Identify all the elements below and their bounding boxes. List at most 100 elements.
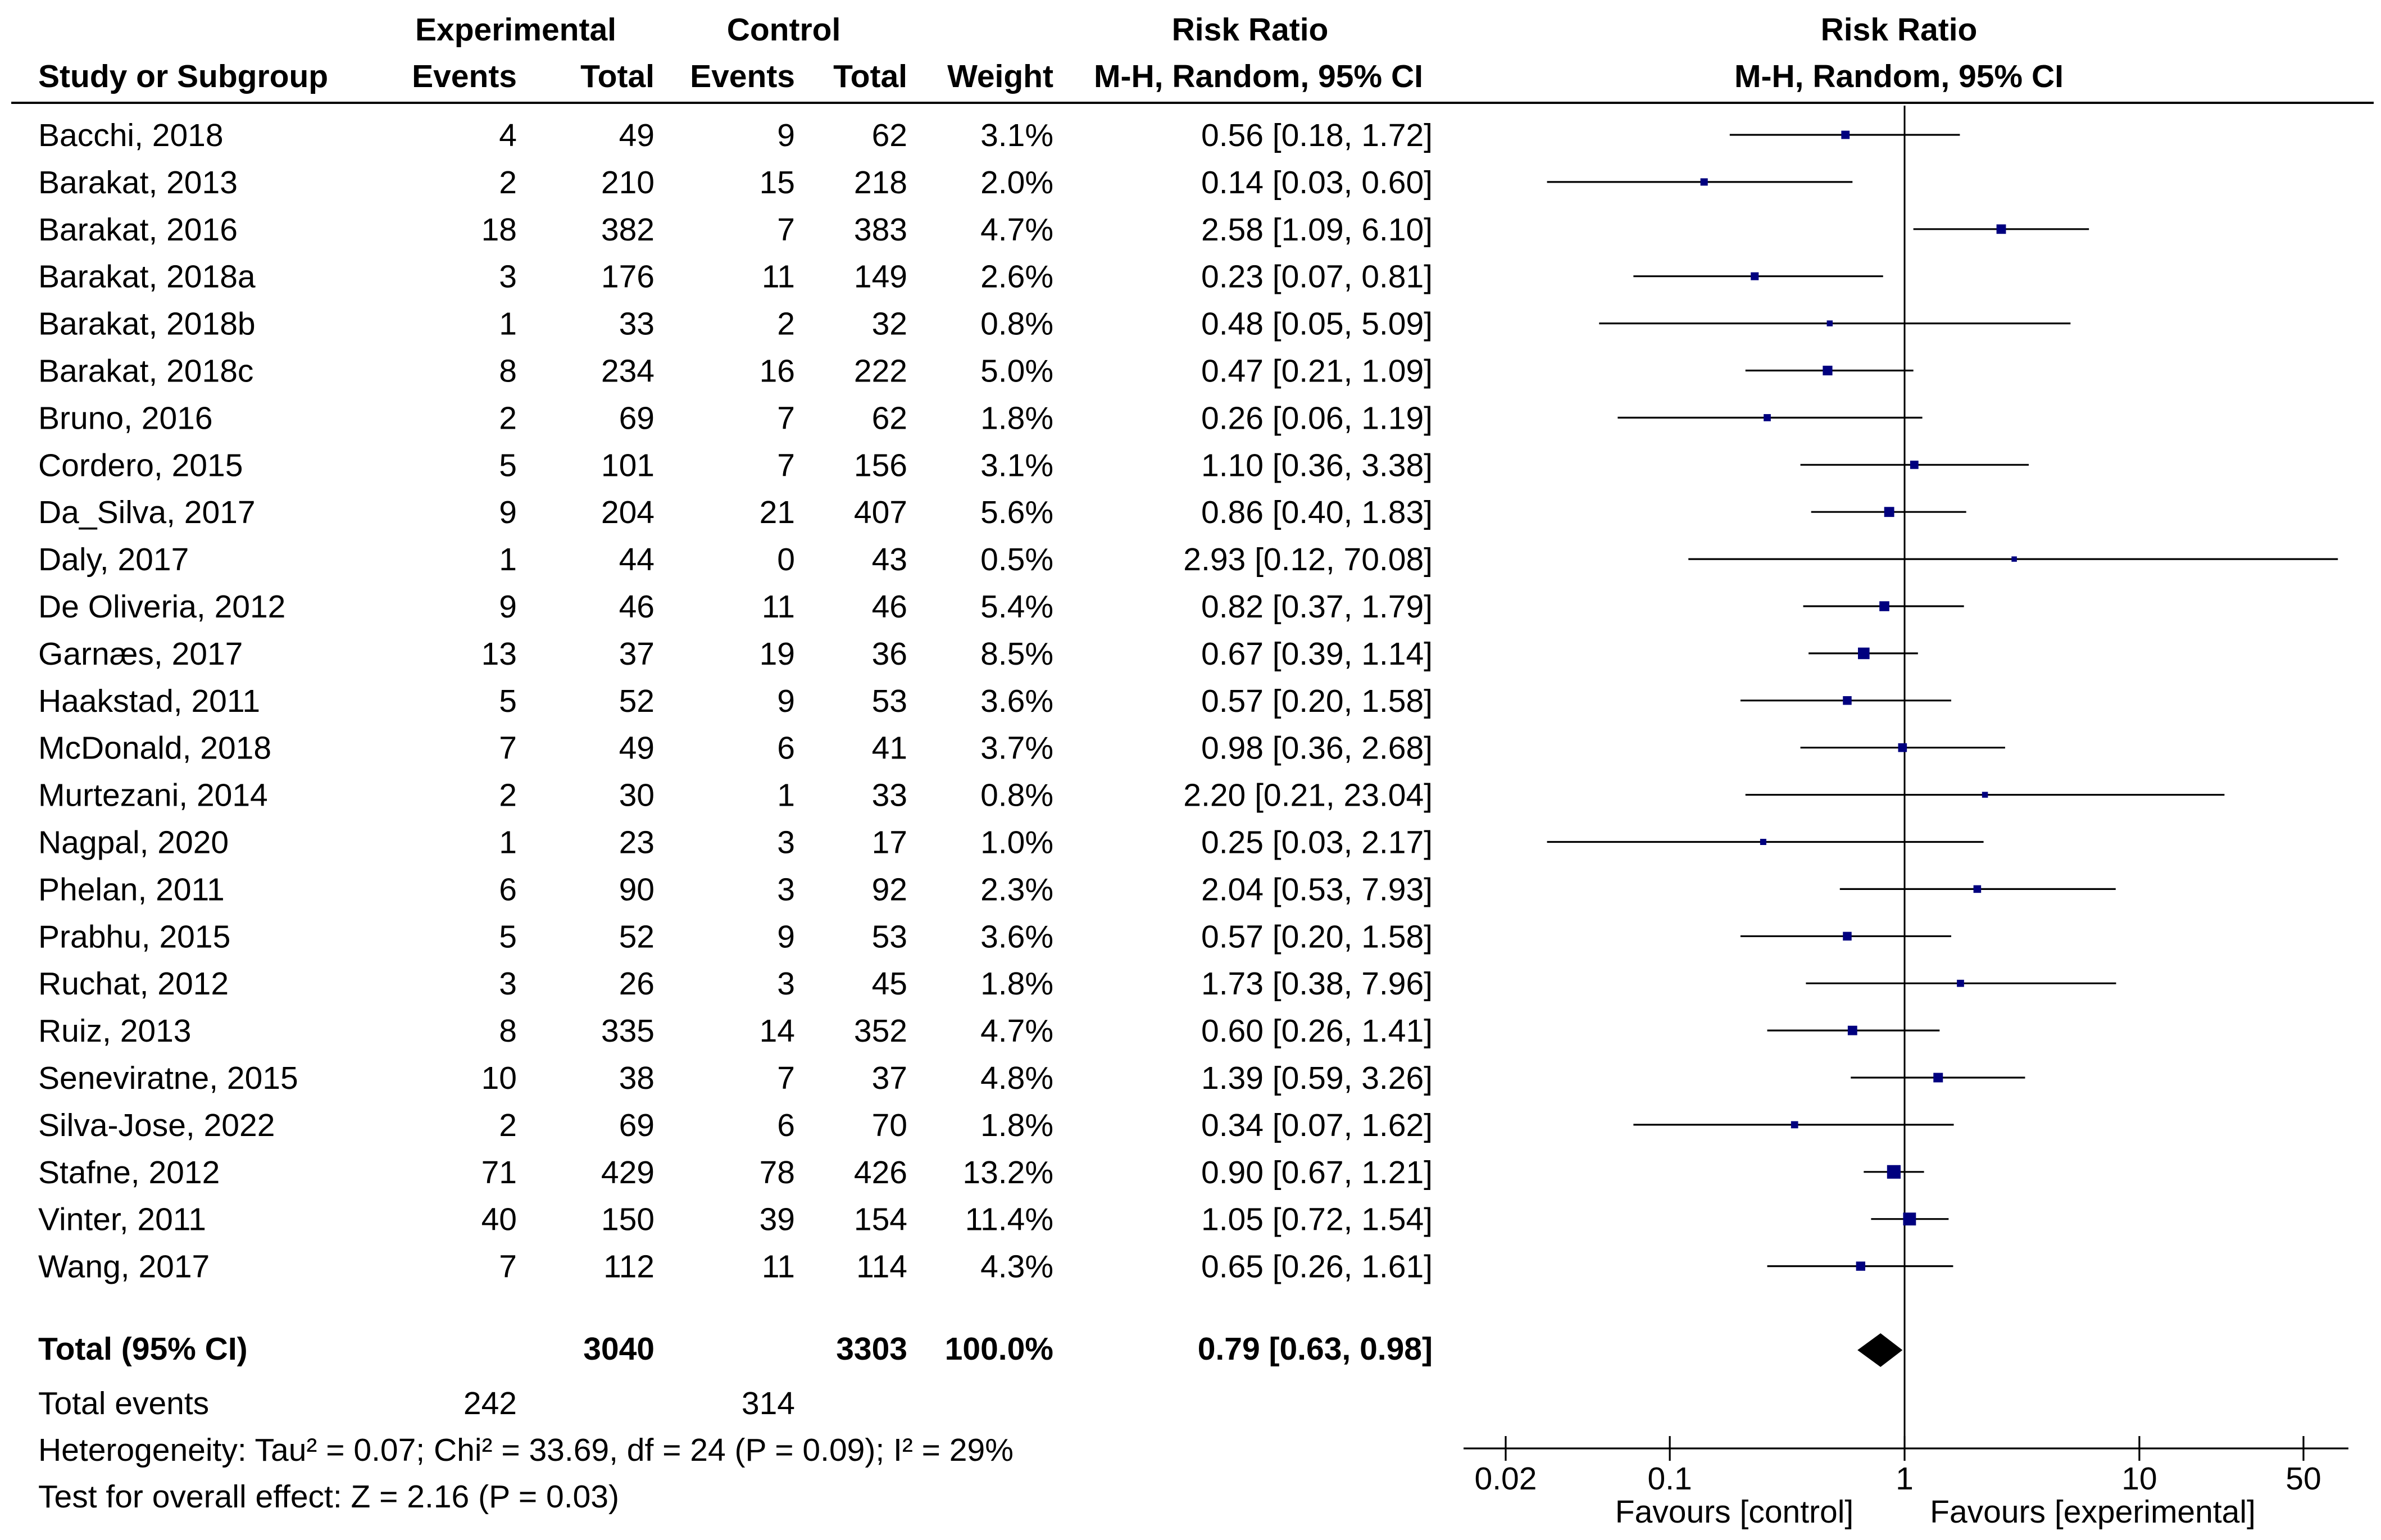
table-row: Ruchat, 2012 3 26 3 45 1.8% 1.73 [0.38, 7.96] [38, 966, 1433, 1002]
total-experimental: 176 [601, 259, 655, 295]
weight: 3.7% [980, 730, 1053, 766]
events-control: 9 [777, 683, 795, 719]
weight: 1.8% [980, 966, 1053, 1002]
weight: 2.3% [980, 871, 1053, 907]
weight: 3.6% [980, 683, 1053, 719]
total-experimental: 335 [601, 1013, 655, 1049]
weight: 4.3% [980, 1249, 1053, 1285]
total-control: 426 [854, 1155, 907, 1191]
total-experimental: 90 [619, 871, 655, 907]
point-estimate [1826, 320, 1833, 326]
point-estimate [1982, 792, 1988, 798]
events-control: 6 [777, 1107, 795, 1143]
table-row: De Oliveria, 2012 9 46 11 46 5.4% 0.82 [0.37, … [38, 589, 1433, 625]
events-experimental: 10 [481, 1060, 517, 1096]
x-axis: 0.02 0.1 1 10 50 [1464, 1436, 2348, 1497]
table-row: Vinter, 2011 40 150 39 154 11.4% 1.05 [0.72, 1… [38, 1202, 1433, 1238]
study-name: Da_Silva, 2017 [38, 494, 256, 530]
weight: 0.8% [980, 778, 1053, 814]
events-control: 3 [777, 871, 795, 907]
study-name: Bruno, 2016 [38, 400, 213, 436]
study-name: Stafne, 2012 [38, 1155, 220, 1191]
events-experimental: 3 [499, 966, 517, 1002]
heterogeneity-text: Heterogeneity: Tau² = 0.07; Chi² = 33.69… [38, 1432, 1014, 1468]
x-tick-label: 50 [2285, 1461, 2321, 1497]
total-control: 17 [872, 825, 907, 861]
total-control: 45 [872, 966, 907, 1002]
x-tick-label: 1 [1896, 1461, 1914, 1497]
events-experimental: 18 [481, 212, 517, 248]
total-experimental: 69 [619, 1107, 655, 1143]
total-experimental: 46 [619, 589, 655, 625]
risk-ratio-ci: 0.82 [0.37, 1.79] [1201, 589, 1433, 625]
total-experimental: 69 [619, 400, 655, 436]
risk-ratio-ci: 2.58 [1.09, 6.10] [1201, 212, 1433, 248]
study-name: Daly, 2017 [38, 542, 189, 578]
events-control: 16 [760, 353, 795, 389]
risk-ratio-ci: 0.60 [0.26, 1.41] [1201, 1013, 1433, 1049]
study-name: Phelan, 2011 [38, 871, 225, 907]
events-control: 2 [777, 306, 795, 342]
total-control: 407 [854, 494, 907, 530]
total-control: 154 [854, 1202, 907, 1238]
table-row: Da_Silva, 2017 9 204 21 407 5.6% 0.86 [0.40, 1… [38, 494, 1433, 530]
total-experimental: 101 [601, 447, 655, 483]
total-control: 149 [854, 259, 907, 295]
risk-ratio-ci: 2.04 [0.53, 7.93] [1201, 871, 1433, 907]
events-experimental: 4 [499, 117, 517, 153]
table-row: Cordero, 2015 5 101 7 156 3.1% 1.10 [0.36, 3.3… [38, 447, 1433, 483]
risk-ratio-ci: 0.57 [0.20, 1.58] [1201, 919, 1433, 955]
total-control: 218 [854, 165, 907, 201]
total-experimental: 33 [619, 306, 655, 342]
study-name: Ruiz, 2013 [38, 1013, 192, 1049]
total-experimental: 49 [619, 730, 655, 766]
events-experimental: 8 [499, 353, 517, 389]
study-name: Murtezani, 2014 [38, 778, 268, 814]
risk-ratio-ci: 0.98 [0.36, 2.68] [1201, 730, 1433, 766]
weight: 4.7% [980, 1013, 1053, 1049]
point-estimate [1973, 885, 1982, 893]
events-control: 78 [760, 1155, 795, 1191]
study-name: Silva-Jose, 2022 [38, 1107, 275, 1143]
events-experimental: 3 [499, 259, 517, 295]
risk-ratio-ci: 2.20 [0.21, 23.04] [1183, 778, 1433, 814]
table-row: Bacchi, 2018 4 49 9 62 3.1% 0.56 [0.18, 1.72] [38, 117, 1433, 153]
risk-ratio-ci: 0.57 [0.20, 1.58] [1201, 683, 1433, 719]
point-estimate [1884, 507, 1894, 517]
total-experimental: 204 [601, 494, 655, 530]
risk-ratio-ci: 1.10 [0.36, 3.38] [1201, 447, 1433, 483]
events-experimental: 5 [499, 447, 517, 483]
point-estimate [1910, 460, 1919, 469]
point-estimate [1764, 414, 1771, 421]
total-events-label: Total events [38, 1385, 209, 1421]
total-experimental: 210 [601, 165, 655, 201]
events-control: 3 [777, 825, 795, 861]
events-experimental: 2 [499, 778, 517, 814]
table-row: Silva-Jose, 2022 2 69 6 70 1.8% 0.34 [0.07, 1.… [38, 1107, 1433, 1143]
total-control: 222 [854, 353, 907, 389]
study-rows: Bacchi, 2018 4 49 9 62 3.1% 0.56 [0.18, 1.72]B… [38, 117, 1433, 1285]
table-row: Stafne, 2012 71 429 78 426 13.2% 0.90 [0.67, 1… [38, 1155, 1433, 1191]
events-control: 3 [777, 966, 795, 1002]
total-experimental: 30 [619, 778, 655, 814]
study-name: De Oliveria, 2012 [38, 589, 285, 625]
events-control: 15 [760, 165, 795, 201]
risk-ratio-ci: 0.90 [0.67, 1.21] [1201, 1155, 1433, 1191]
x-tick-label: 0.02 [1475, 1461, 1537, 1497]
study-name: Bacchi, 2018 [38, 117, 224, 153]
total-experimental: 52 [619, 919, 655, 955]
weight: 3.1% [980, 447, 1053, 483]
events-control: 7 [777, 1060, 795, 1096]
total-experimental: 429 [601, 1155, 655, 1191]
point-estimate [1700, 178, 1708, 186]
events-control: 19 [760, 636, 795, 672]
weight: 0.5% [980, 542, 1053, 578]
point-estimate [1847, 1025, 1857, 1035]
events-control: 7 [777, 447, 795, 483]
events-control: 11 [762, 589, 795, 625]
events-experimental: 2 [499, 400, 517, 436]
study-name: Seneviratne, 2015 [38, 1060, 298, 1096]
study-name: Vinter, 2011 [38, 1202, 206, 1238]
total-control: 156 [854, 447, 907, 483]
